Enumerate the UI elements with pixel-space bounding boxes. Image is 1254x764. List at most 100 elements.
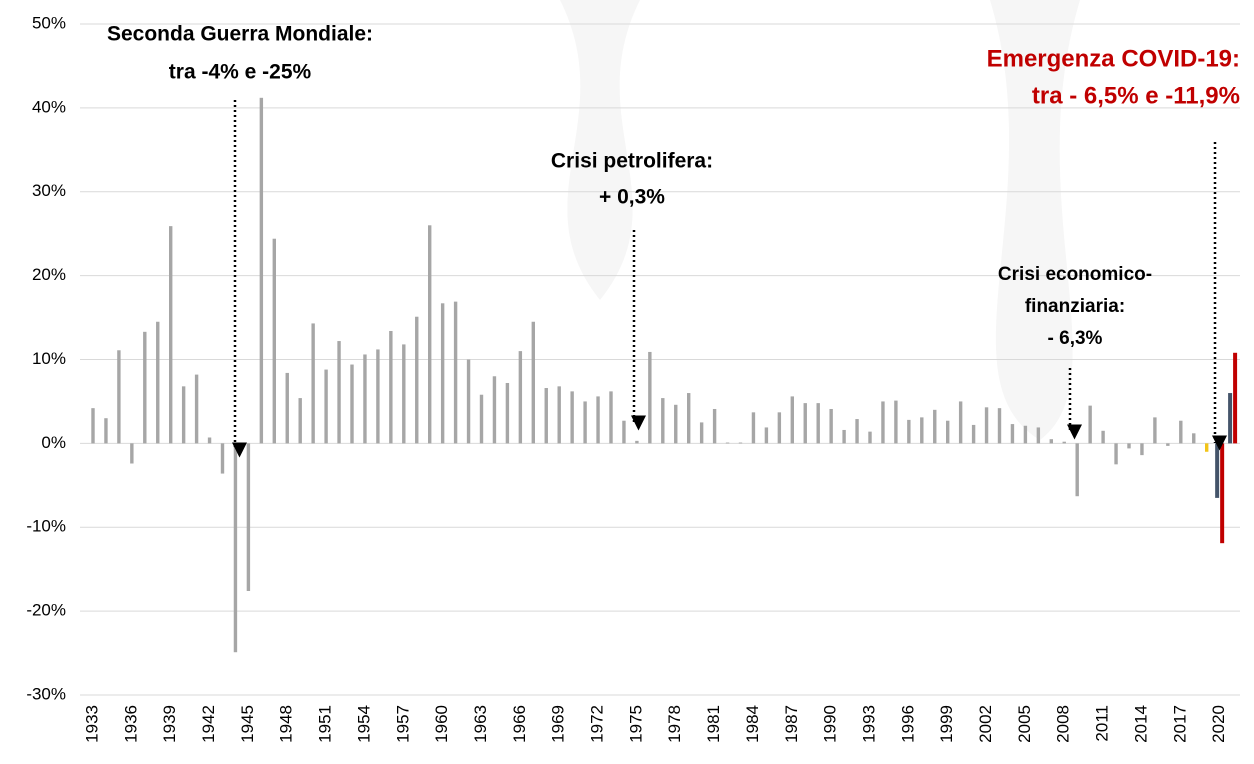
bar bbox=[1205, 443, 1209, 452]
bar bbox=[1215, 443, 1220, 498]
bar bbox=[1010, 424, 1015, 444]
bar bbox=[440, 303, 445, 444]
y-tick-label: 30% bbox=[32, 181, 66, 200]
x-tick-label: 1978 bbox=[665, 705, 684, 743]
annotation: tra - 6,5% e -11,9% bbox=[1032, 82, 1240, 109]
annotation: finanziaria: bbox=[1025, 296, 1125, 317]
bar bbox=[143, 331, 147, 444]
bar bbox=[402, 344, 406, 444]
bar bbox=[194, 374, 199, 444]
bar bbox=[946, 420, 950, 444]
bar bbox=[842, 429, 846, 444]
bar bbox=[1220, 443, 1225, 544]
x-tick-label: 2011 bbox=[1093, 705, 1112, 742]
x-tick-label: 1957 bbox=[393, 705, 412, 743]
annotation: Seconda Guerra Mondiale: bbox=[107, 23, 373, 46]
bar bbox=[1114, 443, 1118, 465]
x-tick-label: 1939 bbox=[160, 705, 179, 743]
bar bbox=[997, 408, 1002, 444]
bar bbox=[648, 351, 652, 444]
annotation: tra -4% e -25% bbox=[169, 61, 312, 84]
bar bbox=[557, 386, 561, 444]
bar bbox=[453, 301, 458, 444]
bar bbox=[246, 443, 251, 591]
bar bbox=[881, 401, 885, 444]
annotation: Crisi petrolifera: bbox=[551, 150, 713, 173]
x-tick-label: 1972 bbox=[588, 705, 607, 743]
x-tick-label: 2014 bbox=[1131, 705, 1150, 743]
bar bbox=[505, 382, 510, 444]
bar bbox=[868, 431, 872, 444]
bar bbox=[738, 442, 743, 444]
bar bbox=[1049, 439, 1053, 444]
x-tick-label: 1981 bbox=[704, 705, 723, 743]
x-tick-label: 1999 bbox=[937, 705, 956, 743]
bar bbox=[596, 396, 600, 444]
bar bbox=[324, 369, 328, 444]
bar bbox=[674, 404, 678, 444]
bar bbox=[907, 419, 911, 444]
bar bbox=[544, 388, 548, 444]
bar bbox=[635, 440, 639, 444]
bar bbox=[609, 391, 613, 444]
x-tick-label: 1990 bbox=[821, 705, 840, 743]
x-tick-label: 1933 bbox=[82, 705, 101, 743]
bar bbox=[1036, 427, 1041, 444]
bar bbox=[130, 443, 134, 464]
x-tick-label: 1996 bbox=[898, 705, 917, 743]
annotation: Crisi economico- bbox=[998, 264, 1152, 285]
bar bbox=[518, 351, 523, 444]
bar bbox=[1101, 430, 1105, 444]
y-tick-label: 40% bbox=[32, 97, 66, 116]
x-tick-label: 1963 bbox=[471, 705, 490, 743]
bar bbox=[920, 417, 924, 444]
x-tick-label: 1936 bbox=[121, 705, 140, 743]
x-tick-label: 1945 bbox=[238, 705, 257, 743]
bar bbox=[415, 316, 419, 444]
bar bbox=[984, 407, 989, 444]
bar bbox=[285, 372, 289, 444]
x-tick-label: 1987 bbox=[782, 705, 801, 743]
bar bbox=[777, 412, 782, 444]
bar bbox=[829, 408, 833, 444]
annotation: Emergenza COVID-19: bbox=[987, 45, 1240, 72]
bar bbox=[687, 393, 691, 444]
x-tick-label: 1954 bbox=[354, 705, 373, 743]
bar bbox=[531, 321, 535, 444]
y-tick-label: -20% bbox=[26, 601, 66, 620]
x-tick-label: 1984 bbox=[743, 705, 762, 743]
x-tick-label: 2020 bbox=[1209, 705, 1228, 743]
x-tick-label: 1975 bbox=[626, 705, 645, 743]
bar bbox=[894, 400, 898, 444]
bar bbox=[1228, 393, 1233, 444]
bar bbox=[816, 403, 820, 444]
bar bbox=[117, 350, 121, 444]
bar bbox=[1023, 425, 1028, 444]
bar bbox=[259, 97, 264, 444]
bar bbox=[971, 424, 976, 444]
bar bbox=[725, 442, 730, 444]
bar bbox=[91, 408, 95, 444]
bar bbox=[1062, 441, 1066, 444]
bar bbox=[389, 330, 393, 444]
bar bbox=[1088, 405, 1092, 444]
bar bbox=[207, 437, 212, 444]
y-tick-label: -10% bbox=[26, 517, 66, 536]
bar bbox=[790, 396, 794, 444]
y-tick-label: 0% bbox=[41, 433, 66, 452]
watermark bbox=[560, 0, 1080, 440]
bar bbox=[712, 408, 717, 444]
bar bbox=[350, 364, 354, 444]
bar bbox=[104, 418, 108, 444]
bar bbox=[492, 376, 497, 444]
bar bbox=[233, 443, 238, 653]
bar bbox=[958, 401, 963, 444]
bar bbox=[583, 401, 587, 444]
bar bbox=[933, 409, 937, 444]
y-tick-label: -30% bbox=[26, 684, 66, 703]
bar bbox=[181, 386, 186, 444]
annotation: - 6,3% bbox=[1048, 328, 1103, 349]
bar bbox=[479, 394, 484, 444]
